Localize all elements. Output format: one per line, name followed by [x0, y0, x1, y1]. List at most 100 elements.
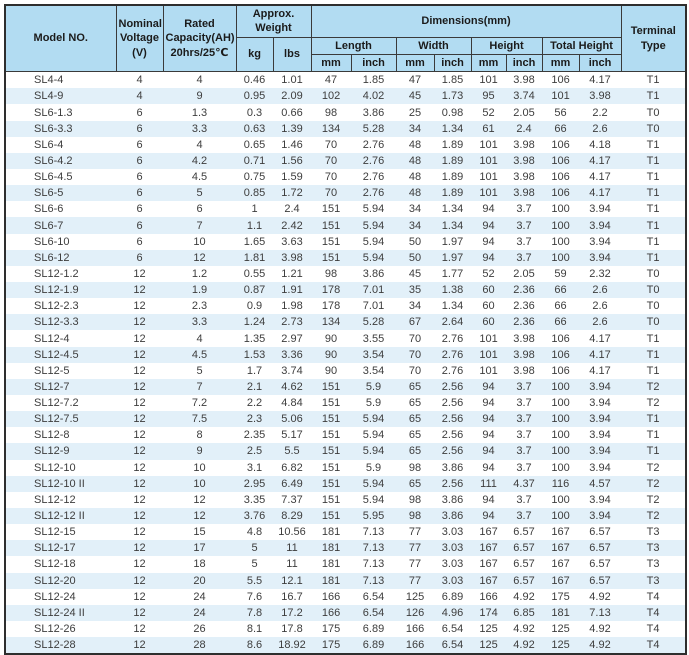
value-cell: 7.01 [362, 284, 385, 297]
table-row: SL6-4 6 4 0.65 1.46 70 2.76 48 1.89 101 3.98 106 4.1… [5, 136, 687, 153]
value-cell: 28 [193, 639, 206, 652]
value-cell: 3.3 [191, 316, 208, 329]
value-cell: 94 [482, 380, 495, 393]
value-cell: 100 [551, 251, 570, 264]
value-cell: 12 [133, 284, 146, 297]
value-cell: 4.5 [191, 171, 208, 184]
value-cell: T3 [646, 558, 660, 571]
value-cell: 2.76 [362, 154, 385, 167]
value-cell: 6.89 [362, 639, 385, 652]
value-cell: 1.46 [281, 138, 303, 151]
value-cell: 2.2 [592, 106, 608, 119]
value-cell: 15 [193, 526, 206, 539]
value-cell: 101 [479, 348, 498, 361]
value-cell: 2.2 [246, 397, 263, 410]
value-cell: 2.42 [281, 219, 303, 232]
value-cell: 5.5 [284, 445, 300, 458]
value-cell: 0.46 [243, 74, 266, 87]
value-cell: 5.17 [281, 429, 303, 442]
value-cell: T1 [646, 364, 660, 377]
value-cell: 2.36 [513, 300, 535, 313]
value-cell: 181 [321, 526, 341, 539]
col-header-total-height-inch: inch [578, 53, 622, 73]
value-cell: 167 [479, 526, 498, 539]
value-cell: 3.03 [441, 526, 464, 539]
value-cell: 7.5 [191, 413, 208, 426]
value-cell: 2.4 [516, 122, 532, 135]
value-cell: T4 [646, 590, 660, 603]
table-row: SL12-4.5 12 4.5 1.53 3.36 90 3.54 70 2.76 101 3.98… [5, 346, 687, 363]
value-cell: 1.1 [246, 219, 263, 232]
value-cell: 167 [551, 574, 570, 587]
table-row: SL4-4 4 4 0.46 1.01 47 1.85 47 1.85 101 3.98 106 4.1… [5, 71, 687, 89]
value-cell: 5.94 [362, 235, 385, 248]
value-cell: 12 [133, 606, 146, 619]
table-row: SL6-3.3 6 3.3 0.63 1.39 134 5.28 34 1.34 61 2.4 66 2… [5, 120, 687, 137]
value-cell: 47 [324, 74, 338, 87]
value-cell: 4.5 [191, 348, 208, 361]
value-cell: 3.7 [516, 397, 532, 410]
value-cell: 2.56 [441, 429, 464, 442]
value-cell: 7.13 [362, 526, 385, 539]
value-cell: 4 [196, 74, 203, 87]
col-header-total-height: Total Height [541, 36, 622, 55]
value-cell: 151 [321, 251, 341, 264]
value-cell: 2.3 [191, 300, 208, 313]
value-cell: 7.2 [191, 397, 208, 410]
value-cell: 4 [196, 332, 203, 345]
value-cell: 3.7 [516, 219, 532, 232]
value-cell: 101 [551, 90, 570, 103]
value-cell: T1 [646, 219, 660, 232]
model-cell: SL6-7 [34, 219, 64, 232]
value-cell: 167 [479, 558, 498, 571]
value-cell: 12 [133, 558, 146, 571]
model-cell: SL12-5 [34, 364, 70, 377]
value-cell: 125 [479, 639, 498, 652]
value-cell: 6.57 [589, 574, 611, 587]
value-cell: 0.75 [243, 171, 266, 184]
value-cell: 151 [321, 397, 341, 410]
table-row: SL4-9 4 9 0.95 2.09 102 4.02 45 1.73 95 3.74 101 3.9… [5, 88, 687, 105]
value-cell: 17.8 [281, 623, 303, 636]
value-cell: T1 [646, 138, 660, 151]
value-cell: 125 [551, 639, 570, 652]
value-cell: 106 [551, 154, 570, 167]
value-cell: 125 [479, 623, 498, 636]
value-cell: 4.2 [191, 154, 208, 167]
value-cell: 66 [554, 300, 567, 313]
value-cell: 151 [321, 429, 341, 442]
value-cell: T0 [646, 106, 660, 119]
table-row: SL12-12 12 12 3.35 7.37 151 5.94 98 3.86 94 3.7 100… [5, 491, 687, 508]
value-cell: T1 [646, 235, 660, 248]
value-cell: 178 [321, 300, 341, 313]
value-cell: 34 [408, 300, 422, 313]
value-cell: 101 [479, 332, 498, 345]
value-cell: 3.36 [281, 348, 303, 361]
value-cell: 47 [408, 74, 422, 87]
value-cell: 3.94 [589, 461, 611, 474]
value-cell: 6.54 [362, 590, 385, 603]
value-cell: 2.56 [441, 477, 464, 490]
value-cell: 134 [321, 316, 341, 329]
value-cell: 52 [482, 267, 495, 280]
value-cell: 52 [482, 106, 495, 119]
table-row: SL12-15 12 15 4.8 10.56 181 7.13 77 3.03 167 6.57 1… [5, 524, 687, 541]
value-cell: 100 [551, 380, 570, 393]
value-cell: 6.57 [513, 574, 535, 587]
value-cell: 3.03 [441, 542, 464, 555]
value-cell: 1.91 [281, 284, 303, 297]
value-cell: 125 [551, 623, 570, 636]
value-cell: 2.6 [592, 300, 608, 313]
value-cell: 5 [196, 364, 203, 377]
model-cell: SL6-4 [34, 138, 64, 151]
value-cell: 3.98 [513, 154, 535, 167]
value-cell: 166 [479, 590, 498, 603]
value-cell: 12 [133, 332, 146, 345]
model-cell: SL12-26 [34, 623, 76, 636]
value-cell: 1.39 [281, 122, 303, 135]
col-header-width-inch: inch [433, 53, 472, 73]
value-cell: 1.34 [441, 122, 464, 135]
table-row: SL12-8 12 8 2.35 5.17 151 5.94 65 2.56 94 3.7 100 3.… [5, 427, 687, 444]
value-cell: 4.37 [513, 477, 535, 490]
value-cell: 17.2 [281, 606, 303, 619]
